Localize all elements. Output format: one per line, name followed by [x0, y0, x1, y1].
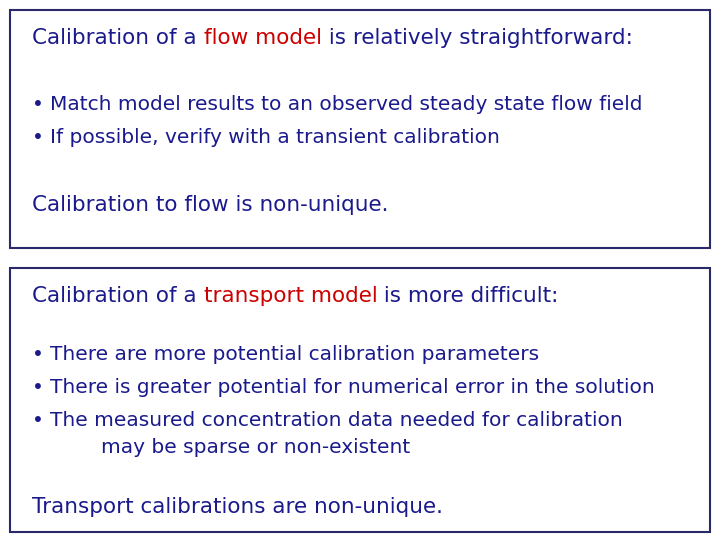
Text: There is greater potential for numerical error in the solution: There is greater potential for numerical… [50, 378, 654, 397]
Text: Calibration to flow is non-unique.: Calibration to flow is non-unique. [32, 195, 389, 215]
Text: •: • [32, 345, 44, 364]
Text: •: • [32, 378, 44, 397]
Bar [10, 268, 710, 532]
Text: flow model: flow model [204, 28, 322, 48]
Text: If possible, verify with a transient calibration: If possible, verify with a transient cal… [50, 128, 500, 147]
Text: Match model results to an observed steady state flow field: Match model results to an observed stead… [50, 95, 642, 114]
Text: Calibration of a: Calibration of a [32, 28, 204, 48]
Text: •: • [32, 128, 44, 147]
Text: Transport calibrations are non-unique.: Transport calibrations are non-unique. [32, 497, 443, 517]
Text: may be sparse or non-existent: may be sparse or non-existent [50, 438, 410, 457]
Text: •: • [32, 95, 44, 114]
Text: There are more potential calibration parameters: There are more potential calibration par… [50, 345, 539, 364]
Text: transport model: transport model [204, 286, 377, 306]
Text: is relatively straightforward:: is relatively straightforward: [322, 28, 632, 48]
Text: Calibration of a: Calibration of a [32, 286, 204, 306]
Bar [10, 10, 710, 248]
Text: •: • [32, 411, 44, 430]
Text: The measured concentration data needed for calibration: The measured concentration data needed f… [50, 411, 623, 430]
Text: is more difficult:: is more difficult: [377, 286, 559, 306]
